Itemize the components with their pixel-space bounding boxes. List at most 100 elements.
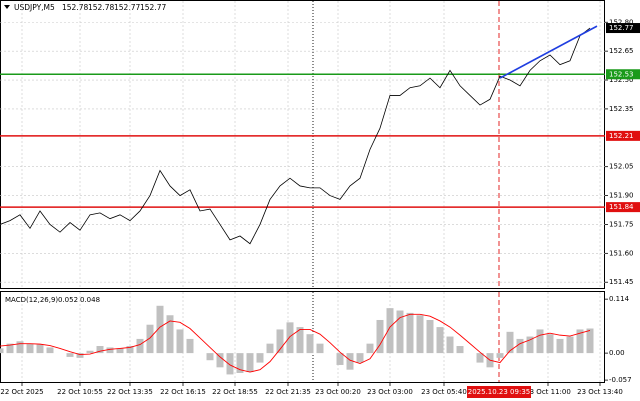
- y-tick-label: 152.80: [609, 18, 634, 26]
- y-tick-label: 0.114: [609, 295, 630, 303]
- macd-bar: [6, 343, 14, 354]
- macd-bar: [0, 348, 4, 354]
- macd-bar: [396, 310, 404, 354]
- macd-bar: [526, 336, 534, 354]
- x-tick-label: 23 Oct 13:40: [577, 388, 623, 396]
- trendline: [499, 25, 598, 79]
- macd-bar: [176, 329, 184, 354]
- x-tick-label: 23 Oct 11:00: [525, 388, 571, 396]
- macd-bar: [266, 343, 274, 354]
- x-tick-label: 23 Oct 00:20: [315, 388, 361, 396]
- macd-bar: [356, 353, 364, 363]
- macd-bar: [476, 353, 484, 363]
- level-label: 152.53: [609, 70, 634, 78]
- macd-bar: [536, 329, 544, 354]
- macd-pane-border: [0, 291, 605, 383]
- y-tick-label: 152.50: [609, 76, 634, 84]
- macd-bar: [456, 346, 464, 354]
- macd-bar: [26, 343, 34, 354]
- macd-bar: [436, 327, 444, 354]
- macd-bar: [96, 346, 104, 354]
- macd-bar: [226, 353, 234, 375]
- macd-bar: [126, 346, 134, 354]
- macd-bar: [116, 348, 124, 354]
- macd-bar: [416, 315, 424, 354]
- macd-bar: [276, 329, 284, 354]
- macd-bar: [506, 331, 514, 354]
- macd-bar: [46, 347, 54, 354]
- macd-bar: [366, 343, 374, 354]
- level-label-box: [606, 130, 640, 141]
- macd-bar: [306, 334, 314, 354]
- macd-bar: [296, 327, 304, 354]
- macd-bar: [236, 353, 244, 374]
- macd-bar: [446, 336, 454, 354]
- macd-signal-line: [0, 313, 591, 373]
- x-tick-label: 22 Oct 21:35: [265, 388, 311, 396]
- macd-bar: [286, 322, 294, 354]
- y-tick-label: 152.05: [609, 163, 634, 171]
- vertical-line-label-box: [467, 386, 531, 398]
- macd-bar: [106, 347, 114, 354]
- x-tick-label: 22 Oct 10:55: [57, 388, 103, 396]
- macd-bar: [376, 319, 384, 354]
- macd-bar: [336, 353, 344, 365]
- macd-bar: [546, 334, 554, 354]
- macd-bar: [66, 353, 74, 357]
- y-tick-label: 152.65: [609, 47, 634, 55]
- main-pane-border: [0, 0, 605, 289]
- macd-bar: [576, 329, 584, 354]
- close: 152.77: [140, 3, 166, 12]
- y-tick-label: 151.45: [609, 278, 634, 286]
- low: 152.77: [114, 3, 140, 12]
- macd-signal-value: 0.048: [80, 296, 100, 304]
- macd-bar: [216, 353, 224, 368]
- macd-bar: [156, 305, 164, 354]
- macd-bar: [556, 338, 564, 354]
- macd-bar: [206, 353, 214, 361]
- macd-bar: [346, 353, 354, 370]
- macd-bar: [566, 336, 574, 354]
- high: 152.78: [88, 3, 114, 12]
- x-tick-label: 22 Oct 13:35: [107, 388, 153, 396]
- x-tick-label: 23 Oct 05:40: [421, 388, 467, 396]
- macd-bar: [166, 315, 174, 354]
- macd-bar: [186, 338, 194, 354]
- current-price-label: 152.77: [609, 24, 634, 32]
- symbol: USDJPY,M5: [14, 3, 55, 12]
- level-label-box: [606, 202, 640, 213]
- macd-bar: [426, 319, 434, 354]
- y-tick-label: 151.60: [609, 249, 634, 257]
- y-tick-label: -0.057: [609, 376, 632, 384]
- macd-value: 0.052: [58, 296, 78, 304]
- macd-bar: [586, 328, 594, 354]
- y-tick-label: 0.00: [609, 349, 625, 357]
- level-label: 151.84: [609, 203, 634, 211]
- vertical-line-label: 2025.10.23 09:35: [468, 388, 530, 396]
- macd-bar: [146, 324, 154, 354]
- level-label-box: [606, 69, 640, 80]
- macd-bar: [496, 353, 504, 358]
- macd-bar: [86, 350, 94, 354]
- x-tick-label: 22 Oct 18:55: [212, 388, 258, 396]
- macd-title: MACD(12,26,9): [5, 296, 58, 304]
- x-tick-label: 23 Oct 03:00: [367, 388, 413, 396]
- current-price-box: [606, 23, 640, 34]
- macd-bar: [256, 353, 264, 363]
- macd-bar: [76, 353, 84, 358]
- macd-bar: [246, 353, 254, 373]
- collapse-icon[interactable]: [4, 5, 10, 9]
- open: 152.78: [62, 3, 88, 12]
- macd-bar: [406, 312, 414, 354]
- y-tick-label: 152.35: [609, 105, 634, 113]
- price-line: [0, 27, 591, 245]
- level-label: 152.21: [609, 132, 634, 140]
- y-tick-label: 151.75: [609, 220, 634, 228]
- macd-bar: [136, 338, 144, 354]
- macd-bar: [316, 343, 324, 354]
- macd-bar: [386, 308, 394, 354]
- x-tick-label: 22 Oct 16:15: [160, 388, 206, 396]
- macd-bar: [16, 341, 24, 354]
